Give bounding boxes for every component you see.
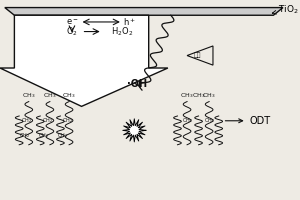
Text: h$^+$: h$^+$ bbox=[123, 16, 136, 28]
Polygon shape bbox=[5, 8, 283, 15]
Text: CH$_3$: CH$_3$ bbox=[192, 91, 205, 100]
Polygon shape bbox=[187, 46, 213, 65]
Text: TiO$_2$: TiO$_2$ bbox=[272, 3, 299, 16]
Text: CH$_2$: CH$_2$ bbox=[62, 116, 73, 125]
Text: CH$_3$: CH$_3$ bbox=[180, 91, 194, 100]
Text: CH$_2$: CH$_2$ bbox=[57, 131, 68, 140]
Text: e$^-$: e$^-$ bbox=[66, 17, 78, 27]
Text: CH$_2$: CH$_2$ bbox=[43, 116, 53, 125]
Text: 护板: 护板 bbox=[194, 53, 201, 58]
Text: CH$_2$: CH$_2$ bbox=[19, 131, 29, 140]
Text: CH$_3$: CH$_3$ bbox=[43, 91, 57, 100]
Text: ·OH: ·OH bbox=[127, 79, 147, 89]
Text: CH$_2$: CH$_2$ bbox=[204, 116, 214, 125]
Text: CH$_2$: CH$_2$ bbox=[38, 131, 49, 140]
Text: O$_2$: O$_2$ bbox=[66, 25, 78, 38]
Text: CH$_3$: CH$_3$ bbox=[62, 91, 76, 100]
Text: CH$_2$: CH$_2$ bbox=[182, 116, 193, 125]
Text: ODT: ODT bbox=[225, 116, 271, 126]
Polygon shape bbox=[0, 15, 168, 106]
Text: CH$_3$: CH$_3$ bbox=[22, 91, 35, 100]
Text: CH$_3$: CH$_3$ bbox=[202, 91, 216, 100]
Text: H$_2$O$_2$: H$_2$O$_2$ bbox=[111, 25, 133, 38]
Text: CH$_2$: CH$_2$ bbox=[21, 116, 32, 125]
Polygon shape bbox=[123, 119, 146, 142]
